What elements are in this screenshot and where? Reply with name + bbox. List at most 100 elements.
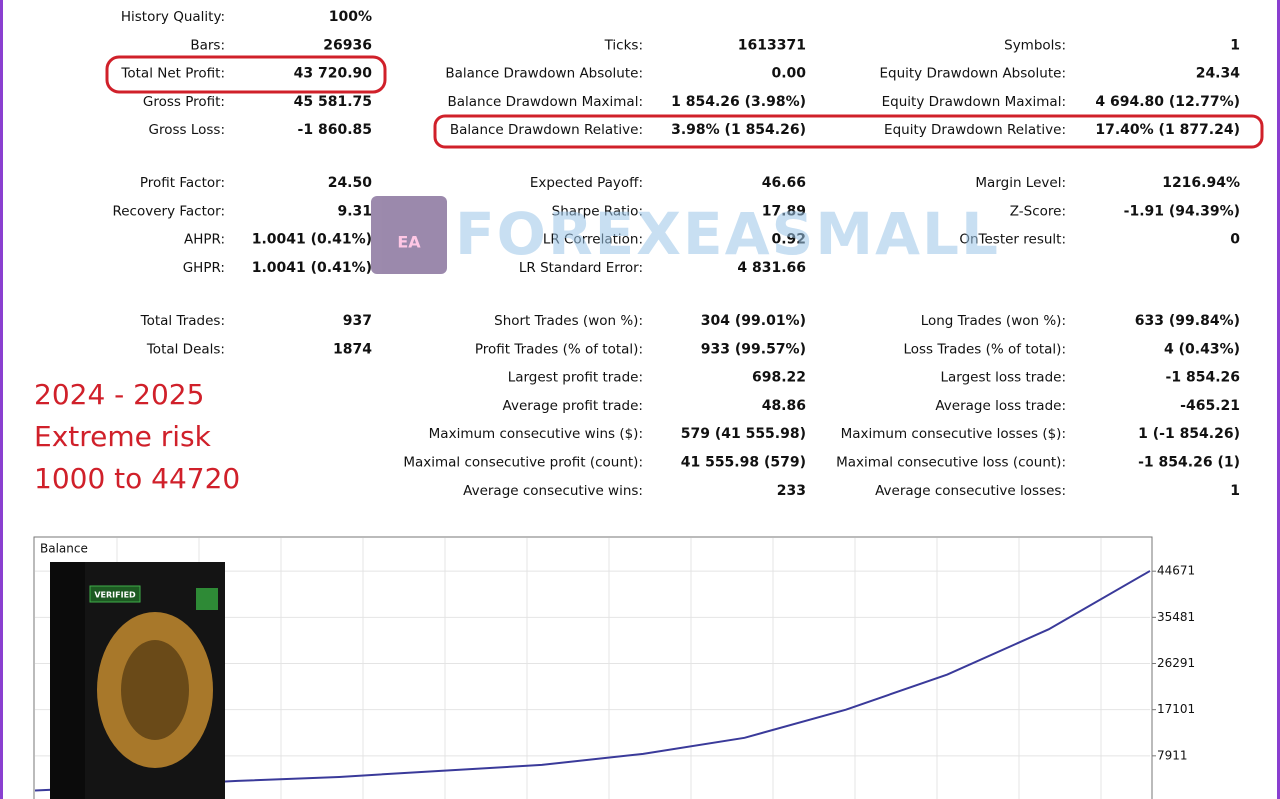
stat-label: Loss Trades (% of total): [903, 341, 1066, 357]
stat-value: 48.86 [762, 398, 806, 414]
icon [196, 588, 218, 610]
watermark-logo-text: EA [397, 233, 421, 252]
watermark-text: FOREXEASMALL [455, 200, 1000, 268]
stat-label: GHPR: [183, 260, 225, 276]
stat-label: Sharpe Ratio: [552, 203, 643, 219]
stat-label: Recovery Factor: [112, 203, 225, 219]
y-tick-label: 17101 [1157, 702, 1195, 716]
stat-value: 24.34 [1196, 66, 1241, 82]
stat-value: 45 581.75 [294, 94, 372, 110]
stat-label: Maximum consecutive wins ($): [429, 426, 643, 442]
stat-value: 1874 [333, 341, 372, 357]
stat-value: 17.40% (1 877.24) [1095, 122, 1240, 138]
stat-label: LR Correlation: [543, 232, 643, 248]
stat-value: -1 854.26 [1166, 370, 1240, 386]
stat-value: 17.89 [762, 203, 806, 219]
stat-label: Total Trades: [140, 313, 225, 329]
stat-value: 0 [1230, 232, 1240, 248]
stat-label: Equity Drawdown Absolute: [879, 66, 1066, 82]
stat-value: 1 854.26 (3.98%) [671, 94, 806, 110]
lion-face [121, 640, 189, 740]
stat-value: 41 555.98 (579) [681, 455, 806, 471]
stat-value: 4 831.66 [737, 260, 806, 276]
stat-label: Average loss trade: [935, 398, 1066, 414]
stat-label: Gross Profit: [143, 94, 225, 110]
stat-value: 933 (99.57%) [701, 341, 806, 357]
stat-value: 1 (-1 854.26) [1138, 426, 1240, 442]
stat-value: 1613371 [738, 37, 806, 53]
stat-value: 4 (0.43%) [1164, 341, 1240, 357]
stat-value: 24.50 [328, 175, 373, 191]
stat-label: Ticks: [604, 37, 643, 53]
stat-value: -1.91 (94.39%) [1124, 203, 1240, 219]
stat-label: Equity Drawdown Relative: [884, 122, 1066, 138]
stat-value: 1.0041 (0.41%) [252, 260, 372, 276]
stat-label: Gross Loss: [149, 122, 226, 138]
left-border [0, 0, 3, 799]
stat-value: 100% [329, 9, 372, 25]
stat-label: Maximal consecutive loss (count): [836, 455, 1066, 471]
y-tick-label: 26291 [1157, 656, 1195, 670]
annotation-line: 2024 - 2025 [34, 378, 204, 411]
stat-value: 46.66 [762, 175, 806, 191]
stat-label: Bars: [190, 37, 225, 53]
stat-label: Maximum consecutive losses ($): [841, 426, 1066, 442]
stat-value: 633 (99.84%) [1135, 313, 1240, 329]
stat-label: Maximal consecutive profit (count): [403, 455, 643, 471]
product-box: VERIFIED [50, 562, 225, 799]
stat-label: AHPR: [184, 232, 225, 248]
right-border [1277, 0, 1280, 799]
stat-value: -1 860.85 [298, 122, 372, 138]
stat-label: Average profit trade: [503, 398, 643, 414]
stat-value: 26936 [323, 37, 372, 53]
stat-label: Symbols: [1004, 37, 1066, 53]
watermark-logo [371, 196, 447, 274]
stat-value: 0.00 [771, 66, 806, 82]
stat-label: Expected Payoff: [530, 175, 643, 191]
stat-value: -465.21 [1180, 398, 1240, 414]
stat-value: 1 [1230, 37, 1240, 53]
chart-title: Balance [40, 542, 88, 556]
stat-label: Balance Drawdown Absolute: [445, 66, 643, 82]
annotation-line: Extreme risk [34, 420, 212, 453]
watermark: EA FOREXEASMALL [371, 196, 1000, 274]
stat-label: Largest loss trade: [940, 370, 1066, 386]
y-tick-label: 7911 [1157, 748, 1188, 762]
stat-value: 43 720.90 [294, 66, 373, 82]
stat-label: Profit Trades (% of total): [475, 341, 643, 357]
stat-value: 9.31 [337, 203, 372, 219]
badge-text: VERIFIED [94, 591, 136, 600]
y-tick-label: 44671 [1157, 564, 1195, 578]
stat-label: Average consecutive losses: [875, 483, 1066, 499]
annotation-line: 1000 to 44720 [34, 462, 240, 495]
stat-label: Balance Drawdown Maximal: [448, 94, 644, 110]
stat-value: 233 [777, 483, 806, 499]
stat-value: 698.22 [752, 370, 806, 386]
stat-value: 3.98% (1 854.26) [671, 122, 806, 138]
stat-label: Long Trades (won %): [921, 313, 1066, 329]
stat-label: Total Net Profit: [120, 66, 225, 82]
stat-label: Total Deals: [146, 341, 225, 357]
stat-label: Z-Score: [1010, 203, 1066, 219]
stat-value: 579 (41 555.98) [681, 426, 806, 442]
y-tick-label: 35481 [1157, 610, 1195, 624]
stats: History Quality: 100% Bars: 26936 Ticks: 1613… [112, 9, 1240, 499]
stat-value: 0.92 [771, 232, 806, 248]
stat-label: Short Trades (won %): [494, 313, 643, 329]
badge [89, 585, 141, 603]
stat-label: Balance Drawdown Relative: [450, 122, 643, 138]
annotation: 2024 - 2025 Extreme risk 1000 to 44720 [34, 378, 240, 495]
stat-value: 4 694.80 (12.77%) [1095, 94, 1240, 110]
stat-label: Margin Level: [975, 175, 1066, 191]
box-side [50, 562, 85, 799]
stat-label: OnTester result: [959, 232, 1066, 248]
highlight-box [433, 114, 1264, 149]
stat-label: Largest profit trade: [508, 370, 643, 386]
stat-value: 1 [1230, 483, 1240, 499]
stat-value: 937 [343, 313, 372, 329]
stat-label: Profit Factor: [140, 175, 225, 191]
stat-label: History Quality: [121, 9, 225, 25]
stat-value: 1.0041 (0.41%) [252, 232, 372, 248]
